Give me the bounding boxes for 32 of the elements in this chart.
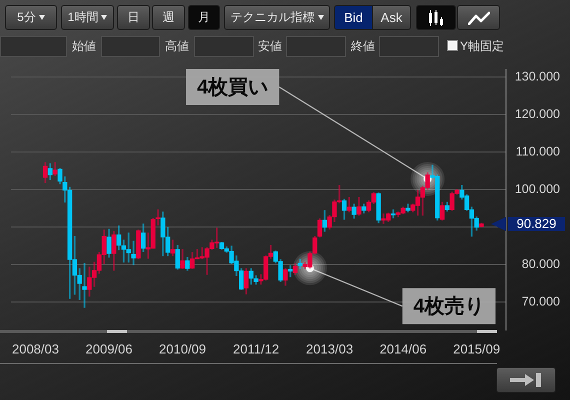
x-tick-label: 2015/09	[453, 341, 500, 356]
candlestick	[82, 262, 87, 308]
y-tick-label: 120.000	[514, 106, 560, 121]
annotation: 4枚売り	[413, 296, 485, 318]
button: 5分	[5, 5, 57, 30]
button: 日	[117, 5, 150, 30]
button: Bid	[334, 5, 373, 30]
annotation: 90.829	[508, 216, 565, 231]
button: 1時間	[61, 5, 114, 30]
text: 終値	[351, 38, 375, 54]
button: 週	[152, 5, 185, 30]
y-tick-label: 100.000	[514, 182, 560, 196]
y-tick-label: 70.000	[522, 294, 560, 308]
y-tick-label: 110.000	[516, 144, 560, 158]
x-tick-label: 2013/03	[306, 341, 354, 356]
candlestick	[156, 209, 160, 226]
x-tick-label: 2008/03	[12, 341, 59, 356]
button: 月	[188, 5, 220, 30]
annotation: 4枚買い	[197, 76, 268, 98]
x-tick-label: 2010/09	[159, 341, 206, 356]
y-tick-label: 130.000	[514, 69, 560, 84]
candlestick	[131, 240, 136, 266]
text: Y軸固定	[460, 38, 504, 54]
x-tick-label: 2014/06	[380, 341, 427, 356]
text: 高値	[165, 38, 189, 54]
x-tick-label: 2009/06	[86, 341, 133, 356]
x-tick-label: 2011/12	[233, 341, 280, 356]
button: テクニカル指標	[224, 5, 330, 30]
text: 安値	[258, 38, 282, 54]
y-tick-label: 80.000	[522, 256, 560, 271]
button: Ask	[373, 5, 411, 30]
text: 始値	[72, 38, 96, 54]
